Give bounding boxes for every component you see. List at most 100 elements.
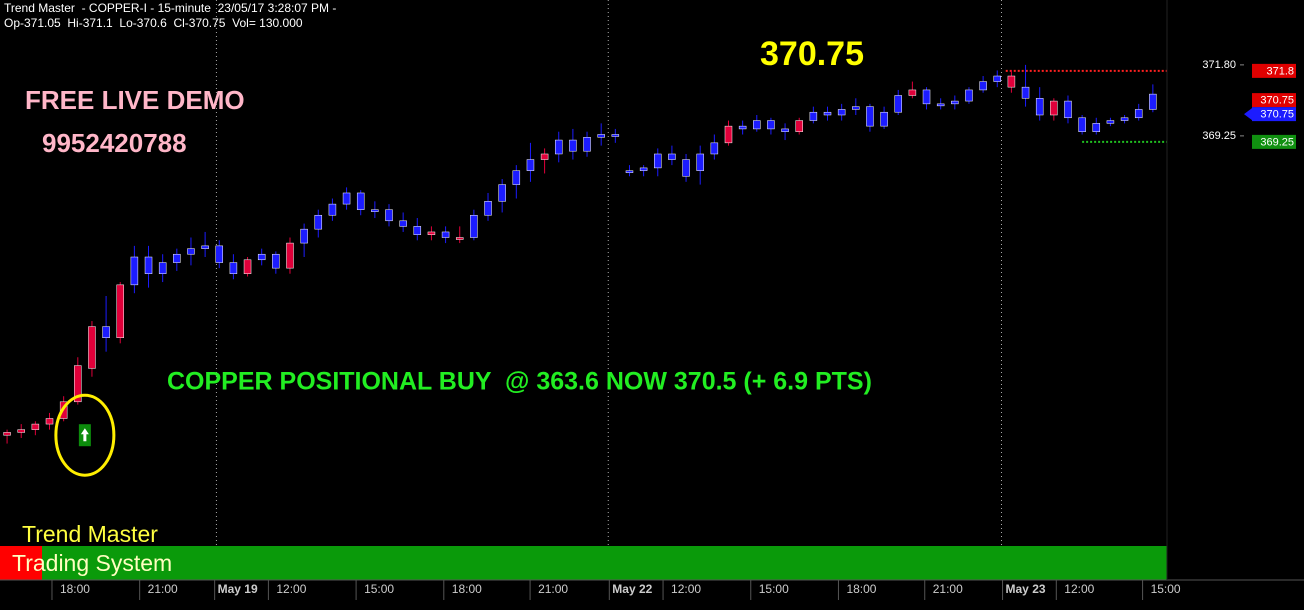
x-tick-label: 15:00 xyxy=(364,582,394,596)
price-box xyxy=(1252,107,1296,122)
candle-body xyxy=(625,170,634,173)
candle-body xyxy=(31,423,40,430)
candle-body xyxy=(356,192,365,210)
candle-body xyxy=(597,134,605,138)
candle-body xyxy=(540,153,549,160)
price-box-arrow xyxy=(1244,108,1252,121)
candle-body xyxy=(1078,117,1086,132)
candle-body xyxy=(965,89,973,102)
candle-body xyxy=(1092,123,1101,132)
price-box xyxy=(1252,63,1296,78)
x-tick-label: May 23 xyxy=(1006,582,1046,596)
x-tick-label: May 19 xyxy=(218,582,258,596)
plot xyxy=(3,0,1167,580)
candle-body xyxy=(795,120,803,132)
candle-body xyxy=(215,245,224,263)
candle-body xyxy=(74,365,82,403)
phone-text: 9952420788 xyxy=(42,128,187,158)
price-box-label: 370.75 xyxy=(1260,109,1294,121)
candle-body xyxy=(682,159,690,177)
y-tick-label: 371.80 xyxy=(1202,59,1236,71)
candle-body xyxy=(611,134,620,137)
candle-body xyxy=(399,220,407,227)
x-tick-label: 21:00 xyxy=(538,582,568,596)
candle-body xyxy=(1149,93,1157,110)
header-title: Trend Master - COPPER-I - 15-minute 23/0… xyxy=(4,1,336,15)
candle-body xyxy=(696,153,704,171)
candle-body xyxy=(484,201,492,216)
candle-body xyxy=(583,137,591,152)
header-ohlc: Op-371.05 Hi-371.1 Lo-370.6 Cl-370.75 Vo… xyxy=(4,16,303,30)
candle-body xyxy=(342,192,351,205)
footer-bar xyxy=(0,546,1167,580)
candle-body xyxy=(257,253,266,261)
candle-body xyxy=(936,103,945,107)
candle-body xyxy=(823,111,832,116)
candle-body xyxy=(17,429,25,433)
candle-body xyxy=(187,248,195,255)
candle-body xyxy=(3,432,11,436)
candle-body xyxy=(512,170,521,185)
candle-body xyxy=(710,142,719,155)
candle-body xyxy=(130,256,139,286)
candle-body xyxy=(300,228,308,244)
buy-arrow xyxy=(80,428,89,442)
candle-body xyxy=(314,214,323,230)
x-tick-label: 18:00 xyxy=(452,582,482,596)
candle-body xyxy=(243,259,252,274)
candle-body xyxy=(1134,109,1143,119)
candle-body xyxy=(866,106,874,127)
call-text: COPPER POSITIONAL BUY @ 363.6 NOW 370.5 … xyxy=(167,368,872,396)
candle-body xyxy=(738,125,747,130)
candle-body xyxy=(328,203,337,216)
price-box-label: 369.25 xyxy=(1260,136,1294,148)
candle-body xyxy=(668,153,676,160)
x-tick-label: 18:00 xyxy=(846,582,876,596)
candle-body xyxy=(229,262,238,274)
candle-body xyxy=(102,326,110,339)
candle-body xyxy=(880,111,888,127)
candle-body xyxy=(385,209,393,222)
x-tick-label: 15:00 xyxy=(1151,582,1181,596)
candle-body xyxy=(144,256,153,274)
candle-body xyxy=(922,89,931,105)
candle-body xyxy=(1064,100,1072,119)
x-tick-label: 12:00 xyxy=(671,582,701,596)
last-price-text: 370.75 xyxy=(760,35,864,73)
candle-body xyxy=(470,214,478,238)
candle-body xyxy=(526,159,535,171)
candle-body xyxy=(427,231,436,235)
candle-body xyxy=(639,167,648,171)
candle-body xyxy=(1035,98,1044,116)
demo-text: FREE LIVE DEMO xyxy=(25,85,245,115)
candle-body xyxy=(1021,86,1030,99)
candle-body xyxy=(781,128,789,132)
price-box-label: 371.8 xyxy=(1266,65,1294,77)
x-tick-label: 21:00 xyxy=(148,582,178,596)
candle-body xyxy=(554,139,563,155)
x-tick-label: 12:00 xyxy=(276,582,306,596)
candle-body xyxy=(498,184,506,202)
candle-body xyxy=(908,89,917,96)
signal-circle xyxy=(54,393,116,477)
candle-body xyxy=(1106,120,1115,124)
candle-body xyxy=(173,253,181,263)
candle-body xyxy=(45,418,54,425)
candle-body xyxy=(951,100,959,105)
candle-body xyxy=(852,106,860,110)
candle-body xyxy=(1120,117,1129,121)
candle-body xyxy=(753,120,761,130)
x-tick-label: 15:00 xyxy=(759,582,789,596)
candle-body xyxy=(413,226,422,235)
candle-body xyxy=(441,231,450,238)
candle-body xyxy=(1050,100,1058,116)
candle-body xyxy=(724,125,733,144)
price-box xyxy=(1252,134,1296,149)
x-tick-label: 18:00 xyxy=(60,582,90,596)
x-tick-label: 21:00 xyxy=(933,582,963,596)
candle-body xyxy=(116,284,124,339)
candle-body xyxy=(569,139,577,152)
candle-body xyxy=(894,95,902,113)
